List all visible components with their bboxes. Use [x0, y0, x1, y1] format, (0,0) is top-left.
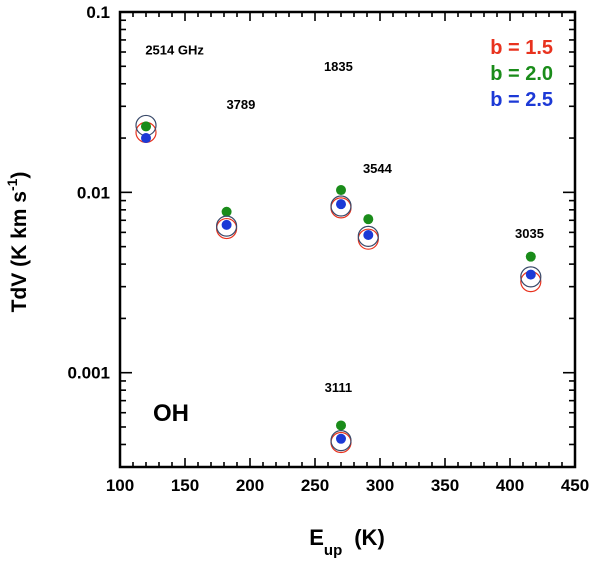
- x-tick-label: 250: [301, 476, 329, 495]
- axis-ticks: [119, 11, 576, 468]
- filled-dot-point: [141, 121, 151, 132]
- x-tick-label: 350: [431, 476, 459, 495]
- filled-dot-point: [525, 251, 536, 262]
- y-axis-title-close: ): [8, 172, 31, 179]
- filled-dot-point: [525, 269, 536, 280]
- x-tick-label: 400: [496, 476, 524, 495]
- x-axis-title-unit: (K): [354, 525, 385, 550]
- y-tick-label: 0.01: [77, 183, 110, 202]
- frequency-label: 3789: [226, 97, 255, 112]
- axis-tick-labels: 100 150 200 250 300 350 400 450 0.1 0.01 0.001: [67, 3, 589, 495]
- legend-entry-b20: b = 2.0: [490, 63, 553, 85]
- frequency-label: 1835: [324, 59, 353, 74]
- x-tick-label: 150: [171, 476, 199, 495]
- frequency-label: 3544: [363, 161, 393, 176]
- x-tick-label: 450: [561, 476, 589, 495]
- filled-dot-point: [363, 230, 374, 241]
- filled-dot-point: [141, 133, 151, 144]
- open-circle-point: [357, 225, 379, 247]
- y-axis-title-sup: -1: [4, 178, 20, 191]
- open-circle-point: [520, 266, 542, 288]
- frequency-label: 3035: [515, 226, 544, 241]
- y-tick-label: 0.001: [67, 364, 110, 383]
- y-tick-label: 0.1: [86, 3, 110, 22]
- filled-dot-point: [363, 214, 374, 225]
- y-axis-title: TdV (K km s-1): [4, 172, 31, 313]
- open-circle-point: [216, 215, 238, 237]
- legend-entry-b25: b = 2.5: [490, 89, 553, 111]
- filled-dot-point: [336, 199, 346, 210]
- filled-dot-point: [221, 219, 232, 230]
- x-axis-title-sub: up: [324, 542, 342, 559]
- filled-dot-point: [336, 420, 346, 431]
- species-label: OH: [153, 400, 189, 427]
- frequency-label: 2514 GHz: [145, 43, 204, 58]
- filled-dot-point: [221, 206, 232, 217]
- y-axis-title-main: TdV (K km s: [8, 191, 31, 312]
- frequency-annotations: 2514 GHz 3789 1835 3544 3035 3111: [145, 43, 544, 395]
- x-tick-label: 100: [106, 476, 134, 495]
- filled-dot-point: [336, 185, 346, 196]
- x-tick-label: 300: [366, 476, 394, 495]
- legend: b = 1.5 b = 2.0 b = 2.5: [490, 37, 553, 111]
- data-points: [135, 114, 542, 454]
- open-circle-point: [330, 430, 352, 452]
- x-tick-label: 200: [236, 476, 264, 495]
- frequency-label: 3111: [325, 380, 353, 395]
- x-axis-title: Eup (K): [309, 525, 385, 559]
- open-circle-point: [330, 195, 352, 217]
- x-axis-title-main: E: [309, 525, 324, 550]
- legend-entry-b15: b = 1.5: [490, 37, 553, 59]
- filled-dot-point: [336, 433, 346, 444]
- plot-frame: [118, 10, 577, 469]
